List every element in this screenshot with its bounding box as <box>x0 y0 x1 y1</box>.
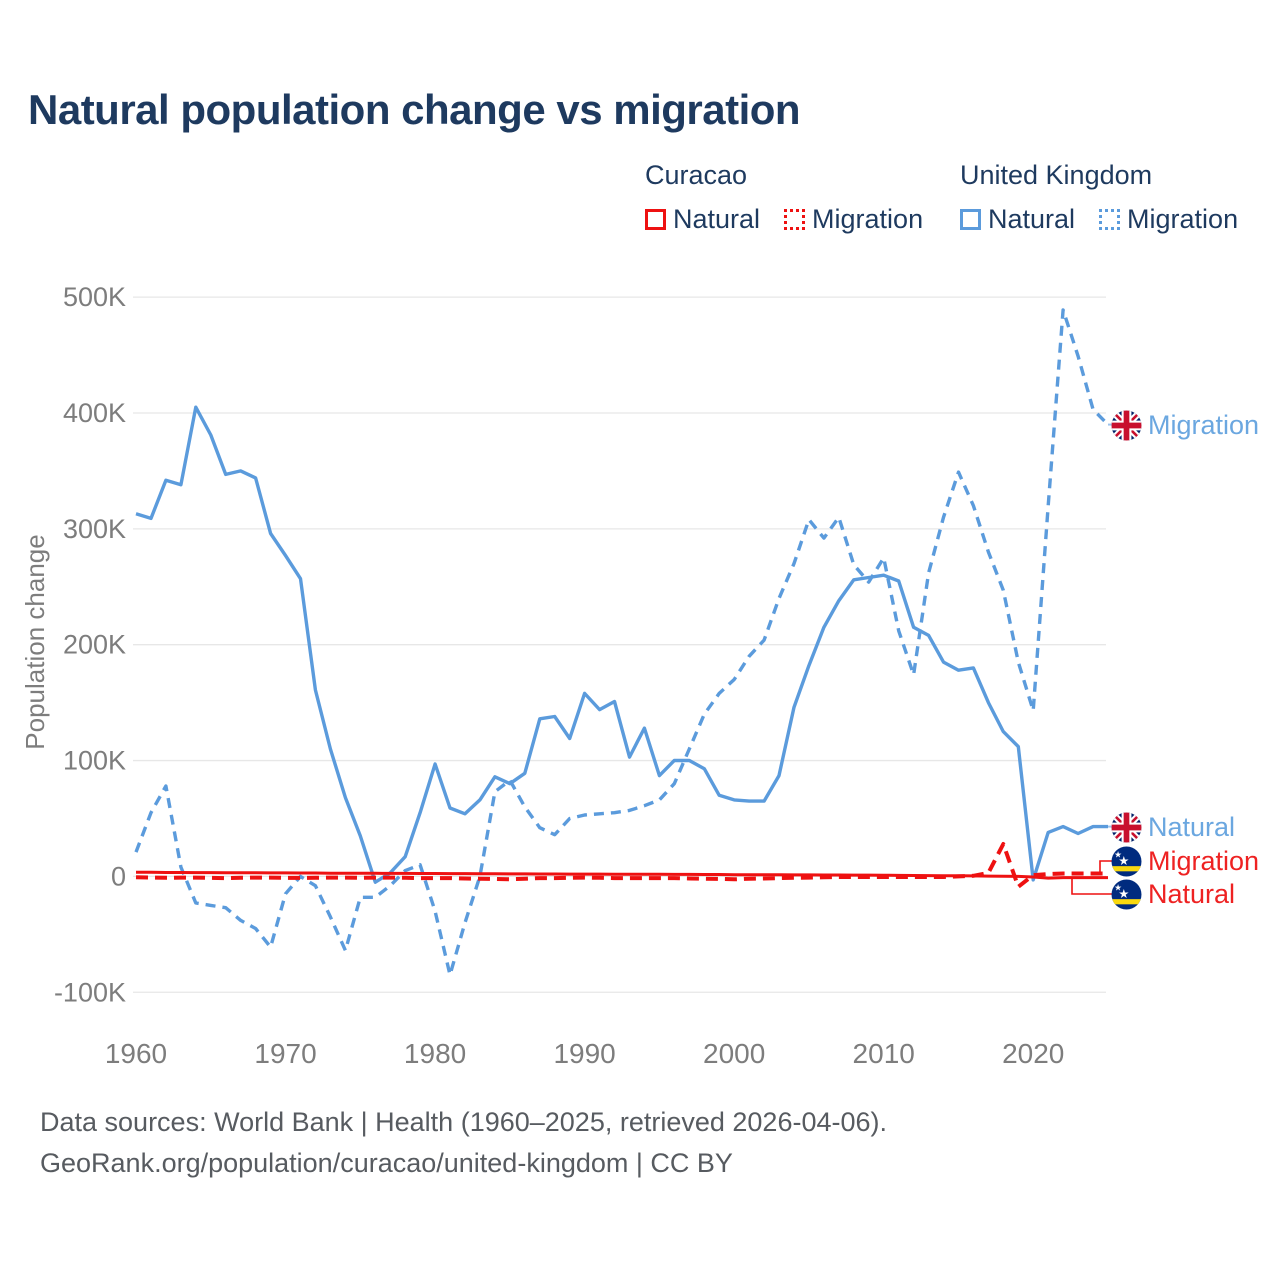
svg-text:1960: 1960 <box>105 1038 167 1069</box>
svg-text:2010: 2010 <box>853 1038 915 1069</box>
series-label-curacao-natural: ★ ★ Natural <box>1111 878 1235 910</box>
uk-flag-icon <box>1111 812 1142 843</box>
svg-text:2020: 2020 <box>1002 1038 1064 1069</box>
legend-item-uk-migration: Migration <box>1099 204 1238 235</box>
series-label-text: Migration <box>1148 409 1260 440</box>
uk-migration-swatch-icon <box>1099 209 1121 230</box>
svg-text:1990: 1990 <box>553 1038 615 1069</box>
svg-text:200K: 200K <box>63 630 126 660</box>
series-label-text: Natural <box>1148 878 1236 909</box>
svg-text:400K: 400K <box>63 398 126 428</box>
legend-country-curacao: Curacao <box>645 160 748 190</box>
legend-item-curacao-migration: Migration <box>784 204 923 235</box>
svg-text:★: ★ <box>1118 886 1129 901</box>
svg-text:★: ★ <box>1114 883 1122 893</box>
legend-item-uk-natural: Natural <box>960 204 1075 235</box>
svg-text:-100K: -100K <box>54 977 126 1007</box>
footer: Data sources: World Bank | Health (1960–… <box>40 1102 887 1184</box>
svg-text:1970: 1970 <box>254 1038 316 1069</box>
svg-text:100K: 100K <box>63 746 126 776</box>
curacao-natural-swatch-icon <box>645 209 666 230</box>
page-title: Natural population change vs migration <box>28 86 801 133</box>
curacao-flag-icon: ★ ★ <box>1111 879 1142 910</box>
legend-country-united-kingdom: United Kingdom <box>960 160 1153 190</box>
series-label-text: Natural <box>1148 811 1236 842</box>
svg-text:500K: 500K <box>63 282 126 312</box>
curacao-migration-swatch-icon <box>784 209 806 230</box>
series-label-text: Migration <box>1148 845 1260 876</box>
svg-text:★: ★ <box>1114 850 1122 860</box>
series-label-curacao-migration: ★ ★ Migration <box>1111 845 1259 877</box>
footer-source-line: Data sources: World Bank | Health (1960–… <box>40 1107 887 1137</box>
svg-text:0: 0 <box>111 861 126 891</box>
legend-item-label: Natural <box>988 204 1076 234</box>
series-label-uk-migration: Migration <box>1111 409 1259 441</box>
svg-text:2000: 2000 <box>703 1038 765 1069</box>
svg-text:1980: 1980 <box>404 1038 466 1069</box>
legend-item-label: Migration <box>812 204 924 234</box>
svg-text:Population change: Population change <box>20 534 50 749</box>
legend-group-curacao: Curacao Natural Migration <box>645 160 923 235</box>
svg-text:★: ★ <box>1118 853 1129 868</box>
uk-natural-swatch-icon <box>960 209 981 230</box>
curacao-flag-icon: ★ ★ <box>1111 846 1142 877</box>
legend-item-curacao-natural: Natural <box>645 204 760 235</box>
legend-item-label: Natural <box>673 204 761 234</box>
svg-text:300K: 300K <box>63 514 126 544</box>
footer-attribution-line: GeoRank.org/population/curacao/united-ki… <box>40 1148 733 1178</box>
series-label-uk-natural: Natural <box>1111 811 1235 843</box>
uk-flag-icon <box>1111 410 1142 441</box>
legend-item-label: Migration <box>1127 204 1239 234</box>
legend-group-united-kingdom: United Kingdom Natural Migration <box>960 160 1238 235</box>
